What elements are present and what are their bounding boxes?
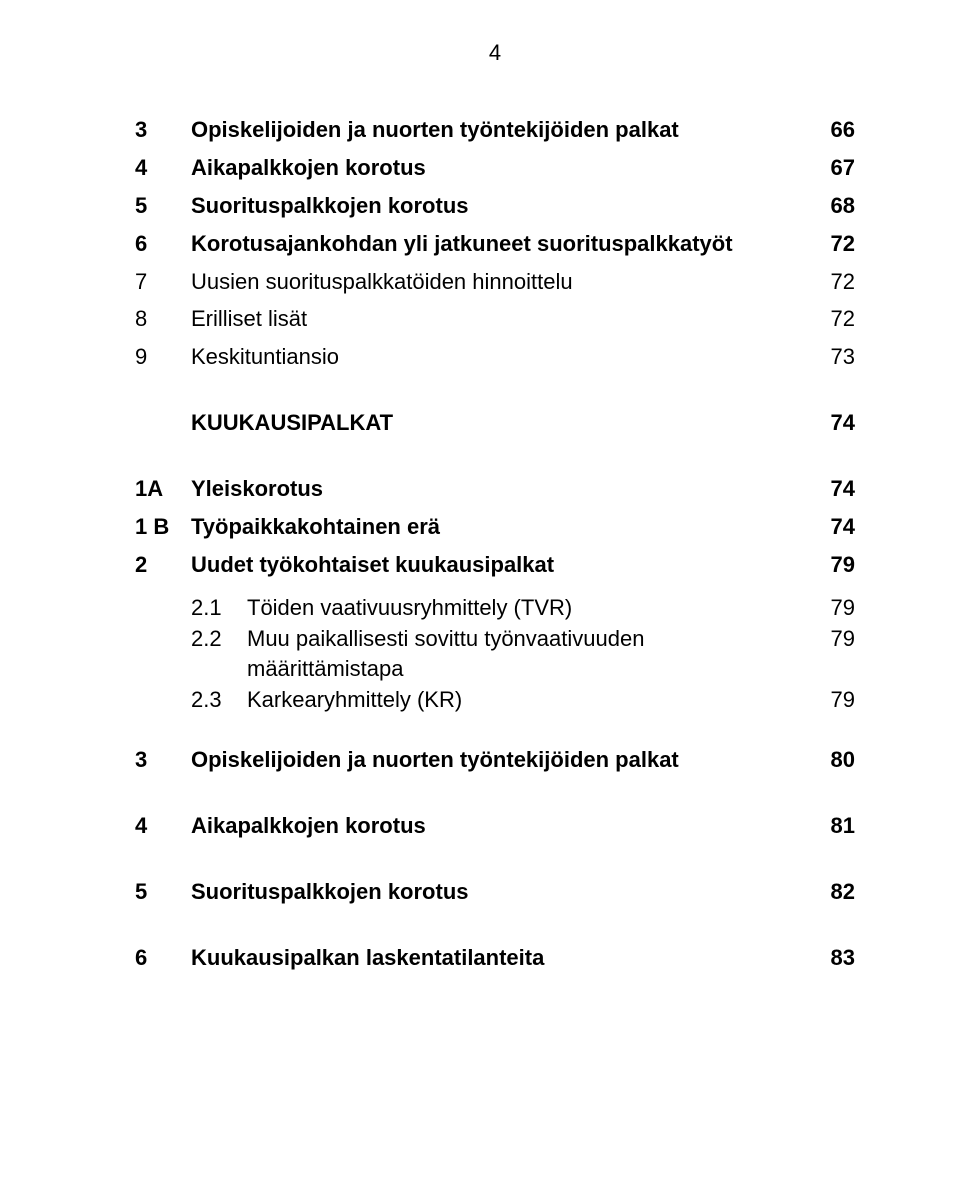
toc-entry-page: 68	[805, 190, 855, 222]
toc-entry-number: 5	[135, 190, 191, 222]
toc-subentry-label: Muu paikallisesti sovittu työnvaativuude…	[247, 624, 805, 686]
toc-entry: KUUKAUSIPALKAT74	[135, 407, 855, 439]
toc-entry: 7Uusien suorituspalkkatöiden hinnoittelu…	[135, 266, 855, 298]
toc-entry-number: 4	[135, 152, 191, 184]
toc-gap	[135, 716, 855, 744]
toc-entry: 4Aikapalkkojen korotus81	[135, 810, 855, 842]
toc-entry-label: Suorituspalkkojen korotus	[191, 190, 805, 222]
toc-entry-label: Aikapalkkojen korotus	[191, 152, 805, 184]
toc-entry-page: 80	[805, 744, 855, 776]
toc-entry: 6Korotusajankohdan yli jatkuneet suoritu…	[135, 228, 855, 260]
toc-entry-page: 73	[805, 341, 855, 373]
toc-entry-number: 6	[135, 228, 191, 260]
toc-entry: 5Suorituspalkkojen korotus82	[135, 876, 855, 908]
toc-subentry-number: 2.1	[191, 593, 247, 624]
toc-entry: 1AYleiskorotus74	[135, 473, 855, 505]
toc-gap	[135, 914, 855, 942]
toc-subentry-label: Töiden vaativuusryhmittely (TVR)	[247, 593, 805, 624]
toc-entry-page: 74	[805, 473, 855, 505]
toc-entry-label: Opiskelijoiden ja nuorten työntekijöiden…	[191, 744, 805, 776]
toc-entry: 1 BTyöpaikkakohtainen erä74	[135, 511, 855, 543]
toc-subentry: 2.1Töiden vaativuusryhmittely (TVR)79	[135, 593, 855, 624]
toc-subentry-page: 79	[805, 624, 855, 655]
toc-gap	[135, 379, 855, 407]
toc-entry-number: 8	[135, 303, 191, 335]
toc-entry-label: Korotusajankohdan yli jatkuneet suoritus…	[191, 228, 805, 260]
toc-gap	[135, 848, 855, 876]
toc-entry-page: 66	[805, 114, 855, 146]
toc-entry-label: Kuukausipalkan laskentatilanteita	[191, 942, 805, 974]
toc-entry-number: 4	[135, 810, 191, 842]
toc-entry-number: 3	[135, 744, 191, 776]
toc-entry: 6Kuukausipalkan laskentatilanteita83	[135, 942, 855, 974]
toc-entry-label: KUUKAUSIPALKAT	[191, 407, 805, 439]
toc-entry-label: Uusien suorituspalkkatöiden hinnoittelu	[191, 266, 805, 298]
toc-entry-page: 72	[805, 303, 855, 335]
toc-entry-number: 5	[135, 876, 191, 908]
table-of-contents: 3Opiskelijoiden ja nuorten työntekijöide…	[135, 114, 855, 974]
toc-entry-label: Suorituspalkkojen korotus	[191, 876, 805, 908]
toc-entry-page: 67	[805, 152, 855, 184]
toc-entry-number: 7	[135, 266, 191, 298]
toc-entry: 5Suorituspalkkojen korotus68	[135, 190, 855, 222]
document-page: 4 3Opiskelijoiden ja nuorten työntekijöi…	[0, 0, 960, 1182]
toc-entry-number: 2	[135, 549, 191, 581]
toc-entry-label: Työpaikkakohtainen erä	[191, 511, 805, 543]
toc-subentry-label: Karkearyhmittely (KR)	[247, 685, 805, 716]
toc-entry-page: 74	[805, 511, 855, 543]
page-number: 4	[135, 40, 855, 66]
toc-entry-number: 6	[135, 942, 191, 974]
toc-subentry-page: 79	[805, 685, 855, 716]
toc-entry-page: 74	[805, 407, 855, 439]
toc-entry: 8Erilliset lisät72	[135, 303, 855, 335]
toc-entry-number: 1A	[135, 473, 191, 505]
toc-entry: 9Keskituntiansio73	[135, 341, 855, 373]
toc-entry-page: 81	[805, 810, 855, 842]
toc-entry-label: Uudet työkohtaiset kuukausipalkat	[191, 549, 805, 581]
toc-entry-label: Aikapalkkojen korotus	[191, 810, 805, 842]
toc-gap	[135, 782, 855, 810]
toc-subentry-page: 79	[805, 593, 855, 624]
toc-entry: 4Aikapalkkojen korotus67	[135, 152, 855, 184]
toc-entry: 3Opiskelijoiden ja nuorten työntekijöide…	[135, 744, 855, 776]
toc-entry-page: 72	[805, 266, 855, 298]
toc-entry-page: 72	[805, 228, 855, 260]
toc-entry: 3Opiskelijoiden ja nuorten työntekijöide…	[135, 114, 855, 146]
toc-entry-page: 79	[805, 549, 855, 581]
toc-subentry-number: 2.2	[191, 624, 247, 655]
toc-entry: 2Uudet työkohtaiset kuukausipalkat79	[135, 549, 855, 581]
toc-subentry: 2.2Muu paikallisesti sovittu työnvaativu…	[135, 624, 855, 686]
toc-entry-number: 1 B	[135, 511, 191, 543]
toc-entry-label: Yleiskorotus	[191, 473, 805, 505]
toc-entry-number: 9	[135, 341, 191, 373]
toc-gap	[135, 445, 855, 473]
toc-entry-number: 3	[135, 114, 191, 146]
toc-entry-page: 82	[805, 876, 855, 908]
toc-entry-label: Opiskelijoiden ja nuorten työntekijöiden…	[191, 114, 805, 146]
toc-subentry: 2.3Karkearyhmittely (KR)79	[135, 685, 855, 716]
toc-subentry-number: 2.3	[191, 685, 247, 716]
toc-entry-label: Erilliset lisät	[191, 303, 805, 335]
toc-entry-label: Keskituntiansio	[191, 341, 805, 373]
toc-entry-page: 83	[805, 942, 855, 974]
